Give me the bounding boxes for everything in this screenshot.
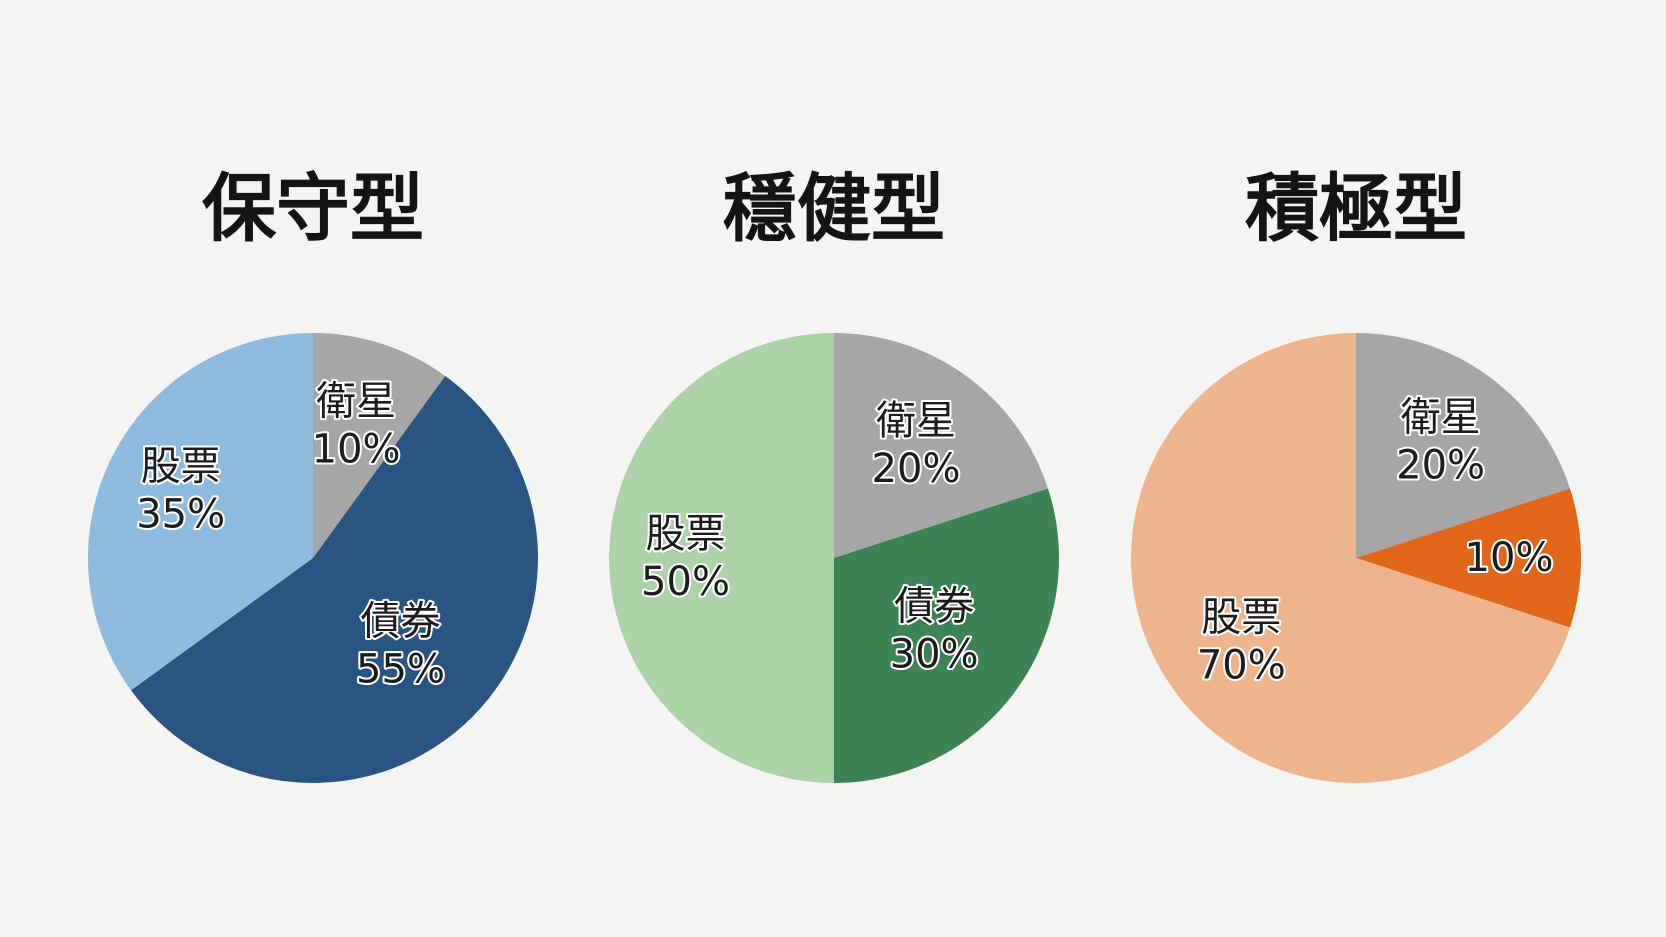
pie-slice-unlabeled	[1356, 488, 1582, 628]
slice-name-label: 衛星	[876, 398, 956, 444]
pie-slice-股票	[88, 333, 314, 691]
slice-value-label: 20%	[872, 446, 961, 492]
slice-value-label: 30%	[890, 632, 979, 678]
slice-name-label: 衛星	[1401, 395, 1481, 441]
slice-value-label: 50%	[641, 559, 730, 605]
chart-title: 保守型	[202, 166, 424, 252]
pie-slice-衛星	[313, 333, 446, 558]
slice-value-label: 10%	[312, 426, 401, 472]
slice-value-label: 35%	[136, 492, 225, 538]
slice-value-label: 55%	[356, 647, 445, 693]
pie-slice-衛星	[1356, 333, 1570, 558]
pie-slice-股票	[609, 333, 834, 783]
slice-name-label: 股票	[646, 511, 726, 557]
chart-title: 積極型	[1245, 166, 1467, 252]
slice-name-label: 股票	[141, 444, 221, 490]
slice-value-label: 20%	[1396, 443, 1485, 489]
slice-name-label: 債券	[894, 584, 974, 630]
slice-value-label: 10%	[1465, 535, 1554, 581]
chart-title: 穩健型	[723, 166, 945, 252]
slice-value-label: 70%	[1197, 642, 1286, 688]
pie-slice-衛星	[834, 333, 1048, 558]
slice-name-label: 衛星	[316, 378, 396, 424]
pie-slice-債券	[130, 375, 539, 784]
pie-slice-債券	[834, 488, 1060, 783]
slice-name-label: 債券	[361, 599, 441, 645]
slice-name-label: 股票	[1201, 594, 1281, 640]
pie-slice-股票	[1131, 333, 1570, 783]
